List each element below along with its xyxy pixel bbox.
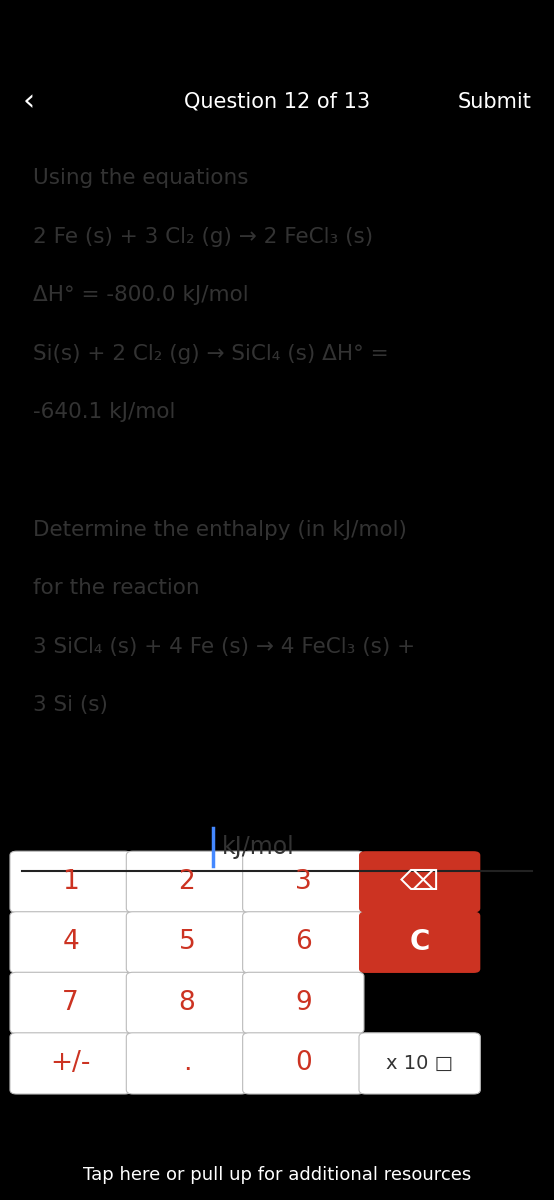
FancyBboxPatch shape	[243, 851, 364, 912]
Text: 5: 5	[178, 929, 196, 955]
Text: .: .	[183, 1050, 191, 1076]
Text: Determine the enthalpy (in kJ/mol): Determine the enthalpy (in kJ/mol)	[33, 520, 407, 540]
Text: 8: 8	[178, 990, 196, 1016]
FancyBboxPatch shape	[243, 912, 364, 973]
FancyBboxPatch shape	[359, 1033, 480, 1094]
Text: 2 Fe (s) + 3 Cl₂ (g) → 2 FeCl₃ (s): 2 Fe (s) + 3 Cl₂ (g) → 2 FeCl₃ (s)	[33, 227, 373, 246]
Text: 6: 6	[295, 929, 312, 955]
Text: 3 Si (s): 3 Si (s)	[33, 696, 108, 715]
FancyBboxPatch shape	[243, 972, 364, 1033]
FancyBboxPatch shape	[126, 912, 248, 973]
Text: 3: 3	[295, 869, 312, 895]
FancyBboxPatch shape	[10, 851, 131, 912]
FancyBboxPatch shape	[359, 912, 480, 973]
FancyBboxPatch shape	[126, 1033, 248, 1094]
FancyBboxPatch shape	[126, 972, 248, 1033]
Text: 9: 9	[295, 990, 312, 1016]
Text: 2: 2	[178, 869, 196, 895]
Text: 3 SiCl₄ (s) + 4 Fe (s) → 4 FeCl₃ (s) +: 3 SiCl₄ (s) + 4 Fe (s) → 4 FeCl₃ (s) +	[33, 637, 416, 656]
Text: 1: 1	[62, 869, 79, 895]
Text: kJ/mol: kJ/mol	[222, 835, 294, 859]
Text: x 10 □: x 10 □	[386, 1054, 453, 1073]
Text: for the reaction: for the reaction	[33, 578, 200, 599]
FancyBboxPatch shape	[10, 1033, 131, 1094]
Text: ‹: ‹	[22, 88, 34, 116]
FancyBboxPatch shape	[243, 1033, 364, 1094]
FancyBboxPatch shape	[10, 972, 131, 1033]
Text: Submit: Submit	[458, 92, 532, 112]
Text: 0: 0	[295, 1050, 312, 1076]
Text: C: C	[409, 929, 430, 956]
Text: ΔH° = -800.0 kJ/mol: ΔH° = -800.0 kJ/mol	[33, 286, 249, 305]
Text: Si(s) + 2 Cl₂ (g) → SiCl₄ (s) ΔH° =: Si(s) + 2 Cl₂ (g) → SiCl₄ (s) ΔH° =	[33, 343, 389, 364]
Text: ⌫: ⌫	[400, 868, 439, 896]
FancyBboxPatch shape	[126, 851, 248, 912]
Text: 7: 7	[62, 990, 79, 1016]
FancyBboxPatch shape	[359, 851, 480, 912]
FancyBboxPatch shape	[10, 912, 131, 973]
Text: Using the equations: Using the equations	[33, 168, 249, 188]
Text: 4: 4	[62, 929, 79, 955]
Text: -640.1 kJ/mol: -640.1 kJ/mol	[33, 402, 176, 422]
Text: Tap here or pull up for additional resources: Tap here or pull up for additional resou…	[83, 1166, 471, 1183]
Text: +/-: +/-	[50, 1050, 91, 1076]
Text: Question 12 of 13: Question 12 of 13	[184, 92, 370, 112]
